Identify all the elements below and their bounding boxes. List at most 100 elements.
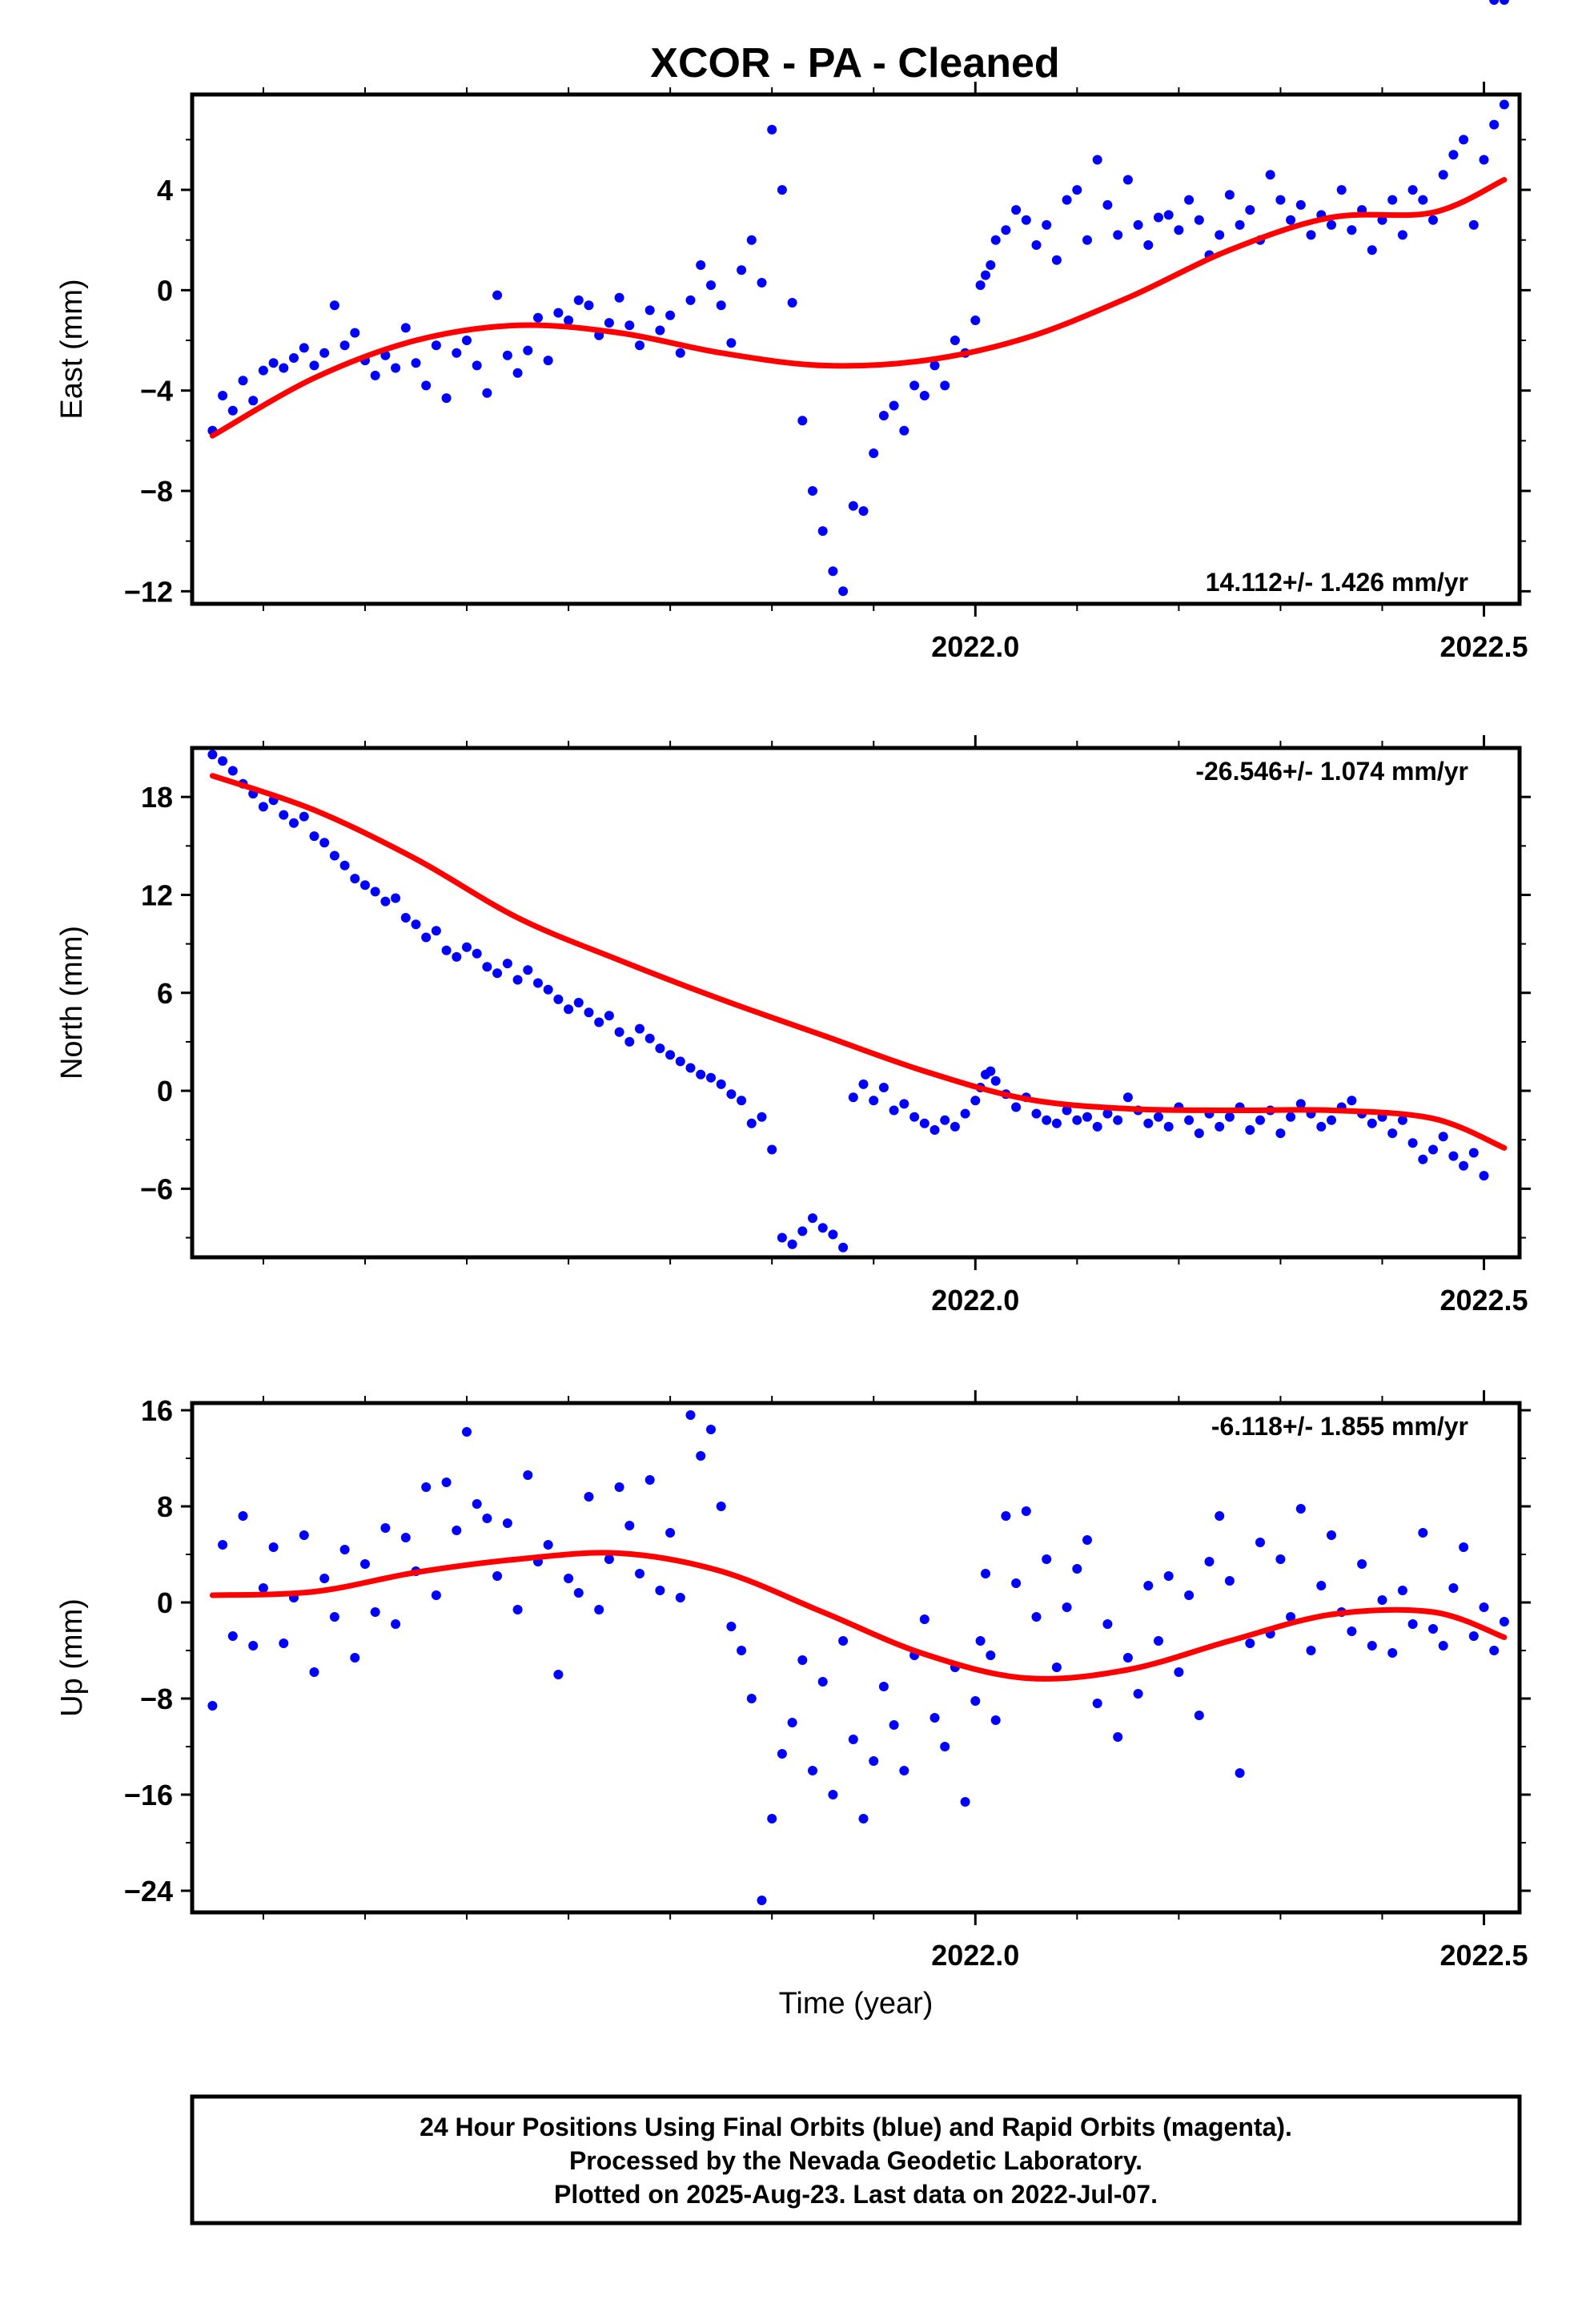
data-point	[339, 1545, 350, 1554]
data-point	[975, 1636, 986, 1646]
data-point	[899, 425, 909, 436]
data-point	[370, 370, 380, 380]
data-point	[238, 376, 248, 386]
data-point	[604, 318, 614, 328]
data-point	[604, 1554, 614, 1564]
data-point	[1143, 1118, 1154, 1128]
data-point	[1275, 1128, 1286, 1139]
data-point	[919, 1118, 930, 1128]
data-point	[685, 1063, 696, 1073]
data-point	[1387, 195, 1398, 205]
data-point	[380, 1523, 391, 1533]
data-point	[472, 948, 482, 959]
data-point	[1072, 1115, 1082, 1125]
data-point	[248, 1641, 259, 1651]
data-point	[1428, 1624, 1438, 1634]
data-point	[400, 913, 411, 923]
data-point	[512, 975, 523, 985]
data-point	[319, 838, 330, 848]
data-point	[1001, 1511, 1011, 1521]
data-point	[1143, 1581, 1154, 1590]
data-point	[828, 1229, 838, 1240]
data-point	[981, 270, 990, 280]
data-point	[1021, 215, 1031, 225]
data-point	[726, 1089, 737, 1100]
data-point	[543, 1540, 553, 1550]
data-point	[1459, 1542, 1469, 1552]
data-point	[441, 1478, 452, 1487]
data-point	[512, 368, 523, 378]
data-point	[482, 388, 492, 398]
data-point	[329, 1612, 339, 1622]
data-point	[1438, 170, 1448, 180]
data-point	[696, 260, 706, 270]
data-point	[858, 1814, 869, 1823]
data-point	[737, 1646, 747, 1655]
data-point	[1327, 219, 1336, 230]
data-point	[564, 1004, 574, 1015]
data-point	[329, 850, 339, 861]
data-point	[787, 1718, 797, 1727]
data-point	[319, 348, 330, 358]
data-point	[838, 586, 849, 597]
data-point	[1295, 1504, 1306, 1514]
data-point	[1154, 1636, 1163, 1646]
data-point	[970, 316, 981, 325]
data-point	[808, 1766, 817, 1775]
data-point	[1102, 199, 1113, 210]
data-point	[218, 391, 228, 400]
data-point	[309, 1667, 319, 1677]
data-point	[828, 566, 838, 577]
data-point	[696, 1069, 706, 1080]
y-tick-label: −12	[124, 575, 173, 608]
data-point	[370, 887, 380, 897]
data-point	[227, 766, 238, 776]
data-point	[981, 1569, 990, 1578]
data-point	[523, 1470, 533, 1480]
data-point	[1468, 219, 1479, 230]
data-point	[400, 323, 411, 333]
y-tick-label: 0	[157, 274, 173, 307]
data-point	[909, 380, 920, 391]
data-point	[1479, 1171, 1489, 1181]
data-point	[624, 1521, 635, 1530]
data-point	[1306, 1646, 1316, 1655]
data-point	[757, 1896, 767, 1905]
data-point	[1255, 1538, 1265, 1547]
data-point	[1347, 1626, 1357, 1636]
x-tick-label: 2022.0	[931, 1284, 1019, 1317]
data-point	[1194, 215, 1204, 225]
data-point	[1113, 230, 1123, 240]
data-point	[543, 984, 553, 995]
data-point	[655, 325, 665, 336]
data-point	[391, 1619, 401, 1629]
data-point	[1499, 99, 1509, 110]
data-point	[930, 360, 940, 371]
data-point	[889, 1105, 899, 1116]
data-point	[227, 405, 238, 416]
data-point	[716, 300, 726, 311]
data-point	[838, 1242, 849, 1252]
data-point	[986, 1651, 996, 1660]
plot-frame	[190, 1401, 1522, 1915]
data-point	[1245, 205, 1255, 215]
data-point	[248, 396, 259, 406]
data-point	[777, 1232, 787, 1243]
data-point	[1499, 0, 1509, 5]
data-point	[289, 353, 299, 363]
data-point	[1092, 1121, 1102, 1132]
data-point	[1357, 1559, 1367, 1569]
data-point	[339, 860, 350, 870]
north-panel: −6 0 6 12 18 2022.0 2022.5 -26.546+/- 1.074 mm/…	[55, 0, 1531, 1317]
data-point	[869, 1096, 879, 1106]
data-point	[1133, 1689, 1143, 1699]
data-point	[1418, 1154, 1428, 1164]
data-point	[502, 350, 512, 360]
data-point	[746, 1694, 757, 1703]
data-point	[990, 1715, 1001, 1725]
data-point	[299, 343, 309, 353]
data-point	[737, 265, 747, 275]
data-point	[624, 1036, 635, 1047]
data-point	[604, 1011, 614, 1021]
data-point	[655, 1043, 665, 1054]
